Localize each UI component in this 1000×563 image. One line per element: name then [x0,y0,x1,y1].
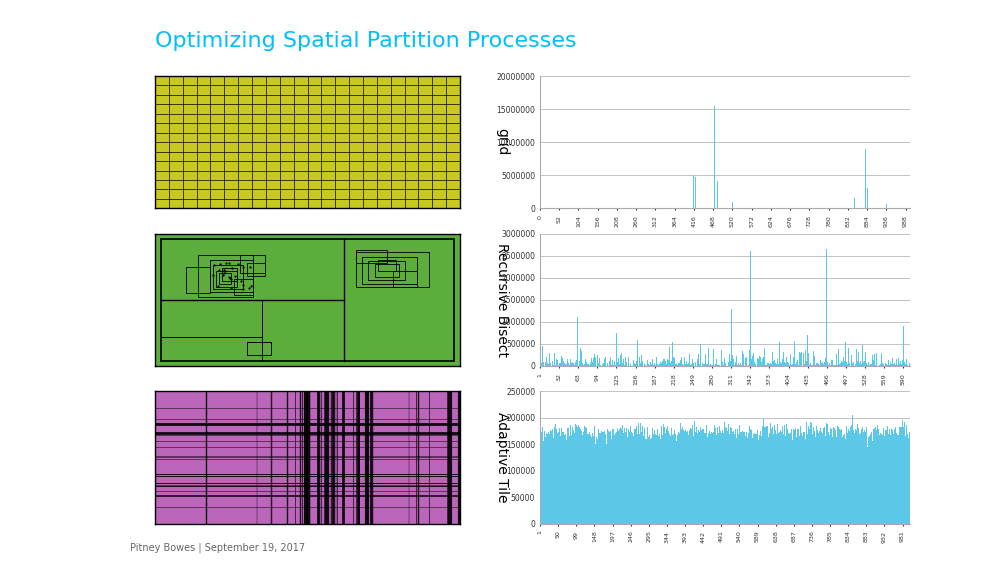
Bar [210,260,253,292]
Bar [246,342,271,355]
Bar [375,264,399,278]
Bar [378,260,396,271]
Bar [198,255,253,297]
Bar [216,271,237,287]
Text: grid: grid [495,128,509,156]
Text: Adaptive Tile: Adaptive Tile [495,412,509,503]
Bar [393,271,417,287]
Bar [246,263,265,276]
Bar [222,268,237,282]
Bar [234,279,253,294]
Bar [213,265,243,289]
Text: Pitney Bowes | September 19, 2017: Pitney Bowes | September 19, 2017 [130,542,305,553]
Bar [219,273,231,284]
Bar [356,252,429,287]
Bar [362,257,417,284]
Text: Optimizing Spatial Partition Processes: Optimizing Spatial Partition Processes [155,31,577,51]
Bar [240,255,265,274]
Bar [368,261,405,280]
Text: Recursive Bisect: Recursive Bisect [495,243,509,357]
Bar [356,249,387,263]
Bar [186,267,210,293]
